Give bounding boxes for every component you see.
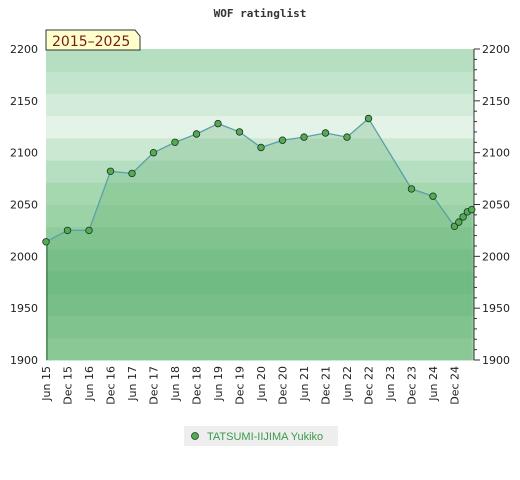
x-tick-label: Dec 15 (62, 366, 75, 405)
x-tick-labels: Jun 15 Dec 15 Jun 16 Dec 16 Jun 17 Dec 17 Jun … (40, 366, 462, 405)
left-y-tick-label: 1950 (10, 302, 38, 315)
right-y-tick-label: 1950 (482, 302, 510, 315)
left-y-tick-labels: 1900 1950 2000 2050 2100 2150 2200 (10, 43, 38, 367)
period-badge: 2015–2025 (45, 29, 141, 51)
x-tick-label: Dec 21 (320, 366, 333, 405)
x-tick-label: Dec 22 (363, 366, 376, 405)
x-tick-label: Jun 24 (427, 366, 440, 402)
rating-point (42, 238, 50, 246)
rating-point (106, 167, 115, 175)
x-tick-label: Jun 15 (40, 366, 53, 402)
background-band (46, 271, 474, 294)
legend-series-name: TATSUMI-IIJIMA Yukiko (207, 431, 323, 443)
x-tick-label: Jun 16 (83, 366, 96, 402)
legend-box (184, 426, 338, 446)
background-band (46, 315, 474, 339)
background-band (46, 115, 474, 139)
x-tick-label: Dec 17 (148, 366, 161, 405)
rating-point (364, 114, 373, 123)
right-y-tick-label: 2050 (482, 199, 510, 212)
background-band (46, 226, 474, 250)
right-y-tick-labels: 1900 1950 2000 2050 2100 2150 2200 (482, 43, 510, 367)
rating-point (63, 226, 72, 235)
rating-point (300, 133, 308, 141)
x-tick-label: Jun 18 (169, 366, 182, 402)
rating-point (455, 218, 463, 226)
background-band (46, 293, 474, 317)
rating-point (321, 129, 330, 137)
rating-point (459, 213, 467, 221)
rating-point (214, 119, 222, 128)
background-band (46, 49, 474, 72)
rating-area-fill (46, 118, 472, 360)
rating-markers (42, 114, 476, 246)
rating-point (429, 192, 437, 200)
period-badge-box (45, 29, 141, 51)
rating-point (278, 136, 287, 144)
right-y-tick-label: 1900 (482, 354, 510, 367)
x-tick-label: Jun 19 (212, 366, 225, 402)
right-y-tick-label: 2150 (482, 95, 510, 108)
background-band (46, 71, 474, 94)
rating-point (171, 138, 179, 146)
legend-marker-icon (191, 432, 199, 440)
background-band (46, 160, 474, 183)
rating-point (149, 148, 158, 157)
right-y-tick-label: 2000 (482, 250, 510, 263)
background-band (46, 204, 474, 228)
x-tick-label: Dec 16 (105, 366, 118, 405)
background-band (46, 93, 474, 117)
rating-point (85, 226, 93, 235)
rating-point (343, 133, 351, 141)
x-tick-label: Jun 23 (384, 366, 397, 402)
x-tick-label: Jun 20 (255, 366, 268, 402)
x-tick-label: Jun 17 (126, 366, 139, 402)
x-tick-label: Jun 22 (341, 366, 354, 402)
x-tick-label: Dec 20 (277, 366, 290, 405)
rating-point (257, 143, 265, 152)
period-badge-text: 2015–2025 (52, 34, 130, 50)
rating-point (235, 128, 244, 136)
x-tick-label: Dec 24 (449, 366, 462, 405)
right-y-tick-label: 2100 (482, 147, 510, 160)
legend[interactable]: TATSUMI-IIJIMA Yukiko (184, 426, 338, 446)
chart-title: WOF ratinglist (214, 7, 307, 20)
rating-point (192, 130, 201, 138)
rating-point (468, 205, 476, 214)
right-y-tick-label: 2200 (482, 43, 510, 56)
x-tick-label: Dec 18 (191, 366, 204, 405)
rating-point (128, 169, 136, 178)
axes (46, 48, 480, 361)
x-tick-label: Dec 19 (234, 366, 247, 405)
left-y-tick-label: 2050 (10, 199, 38, 212)
left-y-tick-label: 2100 (10, 147, 38, 160)
x-tick-label: Jun 21 (298, 366, 311, 402)
rating-point (407, 185, 416, 193)
background-band (46, 337, 474, 361)
left-y-tick-label: 2200 (10, 43, 38, 56)
background-band (46, 182, 474, 205)
left-y-tick-label: 2150 (10, 95, 38, 108)
x-tick-label: Dec 23 (406, 366, 419, 405)
left-y-tick-label: 2000 (10, 250, 38, 263)
left-y-tick-label: 1900 (10, 354, 38, 367)
background-band (46, 248, 474, 272)
